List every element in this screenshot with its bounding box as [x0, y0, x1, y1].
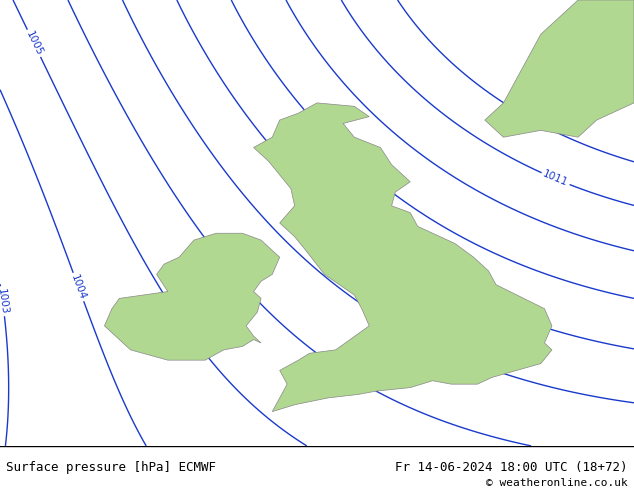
Polygon shape [105, 233, 280, 360]
Text: Surface pressure [hPa] ECMWF: Surface pressure [hPa] ECMWF [6, 462, 216, 474]
Text: © weatheronline.co.uk: © weatheronline.co.uk [486, 478, 628, 488]
Text: 1004: 1004 [69, 273, 87, 301]
Text: Fr 14-06-2024 18:00 UTC (18+72): Fr 14-06-2024 18:00 UTC (18+72) [395, 462, 628, 474]
Polygon shape [485, 0, 634, 137]
Text: 1011: 1011 [541, 169, 569, 189]
Polygon shape [254, 103, 552, 412]
Text: 1003: 1003 [0, 288, 10, 315]
Text: 1005: 1005 [23, 29, 44, 57]
